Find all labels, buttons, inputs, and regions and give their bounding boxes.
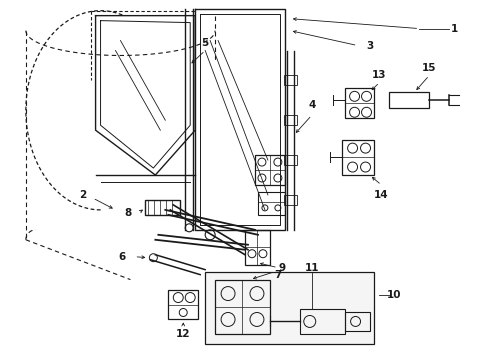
- Text: 1: 1: [451, 24, 458, 33]
- Text: 4: 4: [308, 100, 316, 110]
- Text: 15: 15: [422, 63, 437, 73]
- Bar: [284, 155, 297, 165]
- Text: 2: 2: [79, 190, 86, 200]
- Text: 13: 13: [372, 71, 387, 80]
- Text: 14: 14: [374, 190, 389, 200]
- Text: 3: 3: [366, 41, 373, 50]
- Text: 7: 7: [274, 270, 282, 280]
- Text: 9: 9: [278, 263, 285, 273]
- Text: 5: 5: [201, 37, 209, 48]
- Bar: [284, 195, 297, 205]
- Circle shape: [205, 230, 215, 240]
- Text: 11: 11: [304, 263, 319, 273]
- Text: 6: 6: [119, 252, 126, 262]
- Polygon shape: [205, 272, 374, 345]
- Text: 10: 10: [387, 289, 402, 300]
- Text: 8: 8: [125, 208, 132, 218]
- Bar: [284, 75, 297, 85]
- Bar: [284, 115, 297, 125]
- Text: 12: 12: [176, 329, 191, 339]
